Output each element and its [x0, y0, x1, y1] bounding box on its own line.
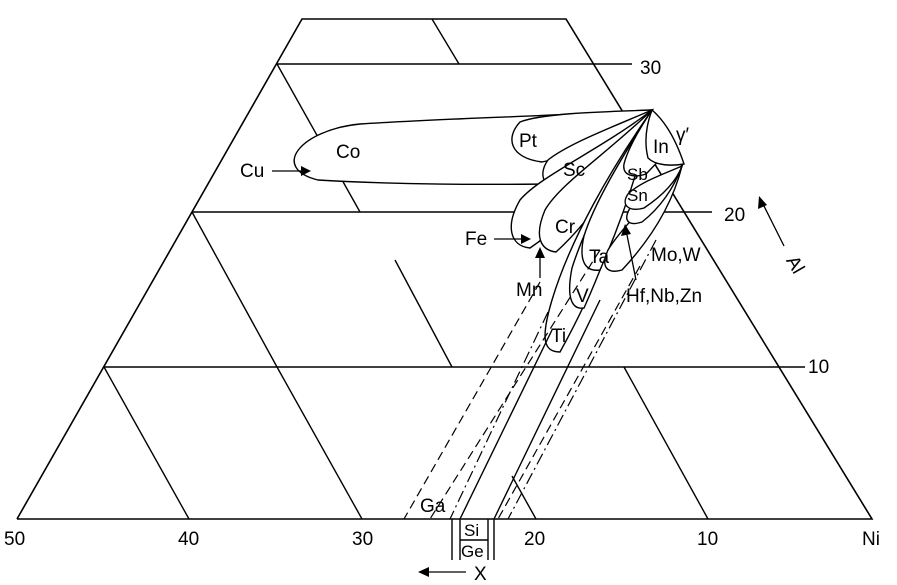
mn-boundary — [449, 311, 549, 520]
label-v: V — [576, 286, 589, 307]
al-gridlines — [104, 63, 805, 368]
hf-arrow-shaft — [625, 229, 637, 281]
label-in: In — [653, 137, 669, 158]
gamma-prime-lobes — [293, 108, 685, 353]
si-ge-bracket — [451, 519, 495, 560]
label-sc: Sc — [563, 160, 585, 181]
label-cu: Cu — [240, 161, 264, 182]
ti-boundary-left — [459, 329, 553, 520]
frame-outline — [16, 18, 874, 520]
element-labels: Co Pt Cu Sc In Sb Sn Fe Cr Mn Ta Mo,W V … — [240, 131, 702, 561]
x-arrow-head — [418, 567, 429, 577]
label-fe: Fe — [465, 229, 487, 250]
fe-arrow-head — [521, 234, 531, 244]
mn-arrow-head — [535, 247, 545, 258]
in-lobe — [645, 108, 685, 166]
label-sb: Sb — [627, 165, 648, 184]
label-cr: Cr — [555, 217, 576, 238]
gridline-x-40 — [103, 366, 190, 520]
x-axis-label: X — [474, 564, 487, 585]
mo-boundary — [507, 239, 657, 520]
label-co: Co — [336, 142, 360, 163]
al-arrow-head — [758, 196, 767, 209]
bottom-tick-30: 30 — [352, 529, 373, 550]
bottom-tick-50: 50 — [4, 529, 25, 550]
label-hf-nb-zn: Hf,Nb,Zn — [626, 286, 702, 307]
ga-boundary-left — [403, 281, 541, 520]
gridline-x-30 — [276, 366, 363, 520]
bottom-tick-10: 10 — [697, 529, 718, 550]
gridline-x-30-b — [394, 259, 453, 368]
label-sn: Sn — [627, 186, 648, 205]
gamma-prime-label: γ′ — [676, 125, 690, 146]
right-tick-10: 10 — [808, 357, 829, 378]
gridline-x-40-b — [191, 211, 278, 368]
sn-lobe — [624, 164, 684, 210]
ti-boundary-right — [493, 299, 601, 520]
label-ga: Ga — [420, 496, 446, 517]
hf-arrow-head — [621, 224, 631, 236]
label-ti: Ti — [551, 326, 566, 347]
pointer-arrows — [272, 166, 785, 577]
ga-boundary-right — [429, 249, 601, 520]
gridline-x-40-d — [431, 18, 460, 65]
gridline-x-20 — [511, 475, 537, 520]
boundary-traces — [403, 239, 657, 520]
cu-arrow-head — [301, 166, 311, 176]
right-axis-labels: 30 20 10 — [640, 58, 829, 378]
diagram-frame — [16, 18, 874, 520]
hf-boundary — [497, 265, 641, 520]
label-pt: Pt — [519, 131, 538, 152]
bottom-axis-labels: 50 40 30 20 10 Ni — [4, 529, 880, 550]
label-ge: Ge — [461, 542, 484, 561]
label-ta: Ta — [589, 247, 610, 268]
label-si: Si — [464, 521, 479, 540]
bottom-tick-ni: Ni — [862, 529, 880, 550]
right-tick-30: 30 — [640, 58, 661, 79]
right-tick-20: 20 — [724, 205, 745, 226]
gridline-x-10 — [623, 366, 709, 520]
label-mn: Mn — [516, 280, 542, 301]
bottom-tick-20: 20 — [524, 529, 545, 550]
al-axis-label: Al — [781, 252, 808, 277]
al-arrow-shaft — [761, 201, 785, 247]
bottom-tick-40: 40 — [178, 529, 199, 550]
label-mo-w: Mo,W — [651, 245, 701, 266]
